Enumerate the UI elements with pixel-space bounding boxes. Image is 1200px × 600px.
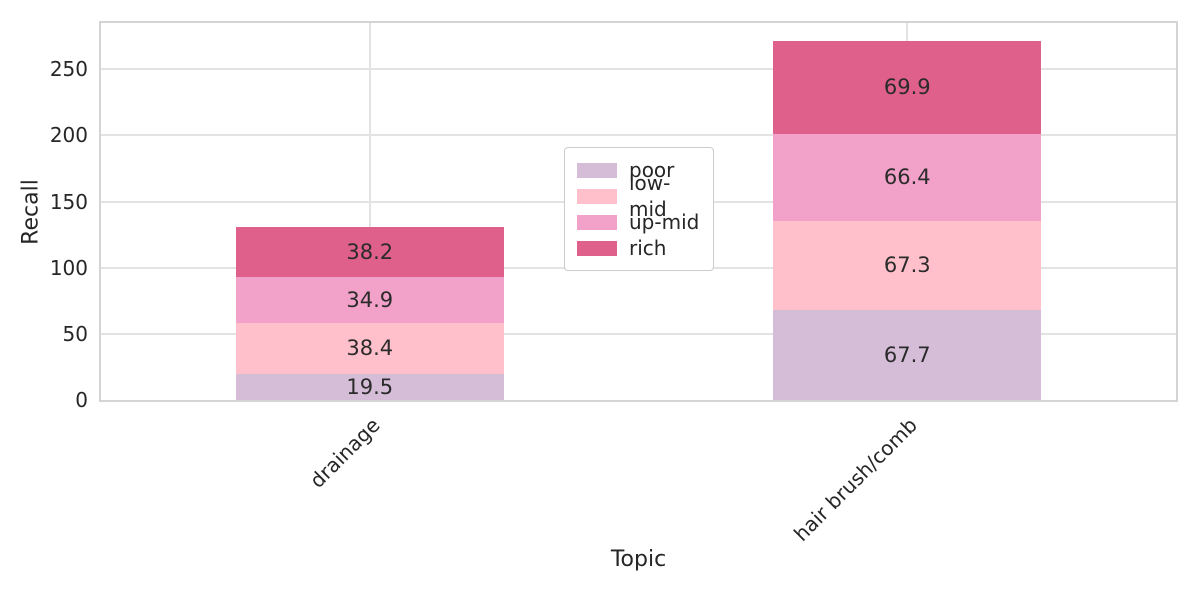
segment-value-label: 66.4 — [883, 165, 931, 190]
bar-segment: 67.7 — [773, 310, 1042, 400]
bar-segment: 38.2 — [235, 226, 504, 278]
segment-value-label: 34.9 — [346, 287, 394, 312]
bar-segment: 69.9 — [773, 41, 1042, 134]
segment-value-label: 69.9 — [883, 74, 931, 99]
y-tick-label: 100 — [49, 255, 88, 280]
bar-segment: 38.4 — [235, 323, 504, 375]
legend-item: up-mid — [577, 209, 701, 235]
gridline-v — [368, 23, 371, 400]
bar-segment: 34.9 — [235, 277, 504, 324]
legend-swatch — [577, 214, 617, 230]
gridline-h — [101, 68, 1176, 71]
legend-label: low-mid — [629, 171, 671, 221]
y-tick-label: 50 — [62, 321, 88, 346]
bar-segment: 19.5 — [235, 374, 504, 400]
segment-value-label: 19.5 — [346, 374, 394, 399]
segment-value-label: 67.3 — [883, 253, 931, 278]
stacked-bar: 19.5 38.4 34.9 38.2 — [235, 226, 504, 400]
legend-swatch — [577, 162, 617, 178]
legend: poor low-mid up-mid rich — [564, 147, 714, 271]
plot-area: 19.5 38.4 34.9 38.2 67.7 67.3 66.4 69.9 — [99, 21, 1178, 402]
y-tick-label: 200 — [49, 123, 88, 148]
segment-value-label: 38.2 — [346, 239, 394, 264]
bar-segment: 66.4 — [773, 133, 1042, 222]
legend-item: rich — [577, 235, 701, 261]
legend-item: poor — [577, 157, 701, 183]
gridline-h — [101, 332, 1176, 335]
legend-swatch — [577, 240, 617, 256]
bar-segment: 67.3 — [773, 221, 1042, 311]
y-tick-label: 150 — [49, 189, 88, 214]
stacked-bar: 67.7 67.3 66.4 69.9 — [773, 41, 1042, 400]
x-axis-label: Topic — [610, 547, 667, 572]
legend-item: low-mid — [577, 171, 701, 221]
legend-label: rich — [629, 236, 667, 260]
legend-swatch — [577, 188, 617, 204]
y-tick-label: 250 — [49, 57, 88, 82]
legend-label: up-mid — [629, 210, 700, 234]
legend-label: poor — [629, 158, 675, 182]
y-tick-label: 0 — [75, 388, 88, 412]
x-tick-label: hair brush/comb — [789, 413, 923, 546]
x-tick-label: drainage — [305, 413, 385, 493]
gridline-h — [101, 134, 1176, 137]
segment-value-label: 38.4 — [346, 336, 394, 361]
segment-value-label: 67.7 — [883, 342, 931, 367]
